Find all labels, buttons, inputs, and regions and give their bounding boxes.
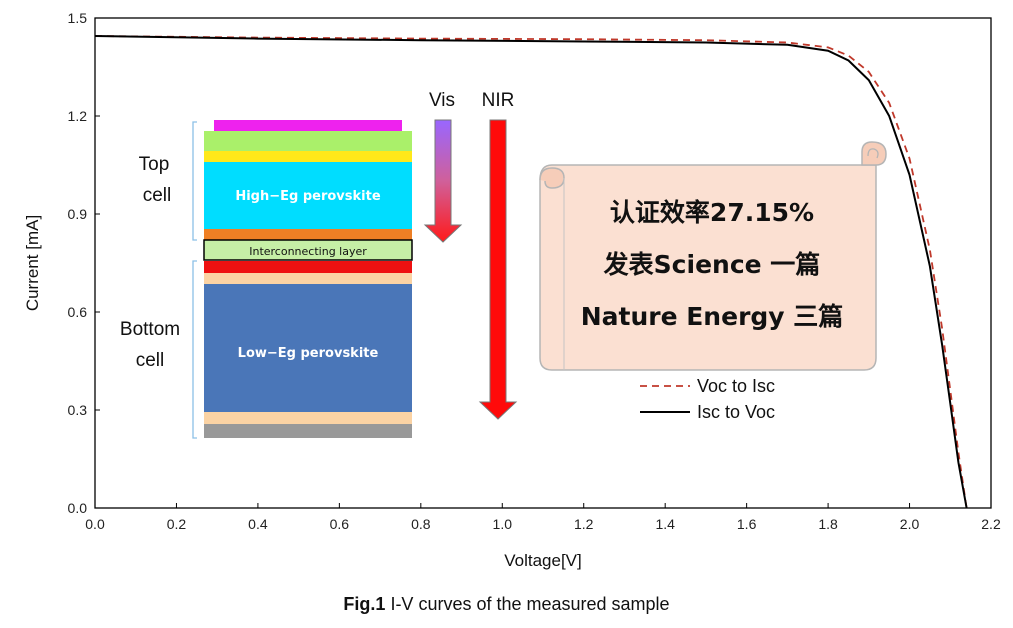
layer-low-eg <box>204 284 412 412</box>
caption-text: I-V curves of the measured sample <box>385 594 670 614</box>
layer-high-eg <box>204 162 412 229</box>
y-axis-ticks: 0.0 0.3 0.6 0.9 1.2 1.5 <box>68 10 100 516</box>
layer-top-contact <box>214 120 402 131</box>
scroll-body <box>539 164 877 371</box>
x-axis-ticks: 0.0 0.2 0.4 0.6 0.8 1.0 1.2 1.4 1.6 1.8 2.0 2.2 <box>85 503 1001 532</box>
y-tick-label: 0.6 <box>68 304 88 320</box>
figure-caption: Fig.1 I-V curves of the measured sample <box>0 594 1013 615</box>
high-eg-label: High−Eg perovskite <box>235 189 380 204</box>
scroll-line-2: 发表Science 一篇 <box>603 250 821 279</box>
y-axis-label: Current [mA] <box>23 215 42 311</box>
x-tick-label: 1.6 <box>737 516 757 532</box>
nir-label: NIR <box>482 90 515 111</box>
y-tick-label: 0.3 <box>68 402 88 418</box>
caption-fig-label: Fig.1 <box>343 594 386 614</box>
series-line-isc-to-voc <box>94 35 968 509</box>
y-tick-label: 1.2 <box>68 108 88 124</box>
x-axis-label: Voltage[V] <box>504 551 582 570</box>
x-tick-label: 1.8 <box>818 516 838 532</box>
x-tick-label: 0.4 <box>248 516 268 532</box>
legend: Voc to Isc Isc to Voc <box>640 376 775 422</box>
layer-bottom-contact <box>204 424 412 438</box>
low-eg-label: Low−Eg perovskite <box>238 346 379 361</box>
legend-label-voc-to-isc: Voc to Isc <box>697 376 775 396</box>
y-tick-label: 1.5 <box>68 10 88 26</box>
bottom-cell-label-1: Bottom <box>120 319 180 340</box>
layer-orange <box>204 229 412 240</box>
scroll-banner: 认证效率27.15% 发表Science 一篇 Nature Energy 三篇 <box>539 141 887 371</box>
vis-label: Vis <box>429 90 455 111</box>
scroll-line-3: Nature Energy 三篇 <box>581 302 844 331</box>
bottom-cell-label-2: cell <box>136 350 165 371</box>
x-tick-label: 2.0 <box>900 516 920 532</box>
plot-frame <box>94 17 992 509</box>
vis-arrow <box>423 119 463 243</box>
x-tick-label: 1.2 <box>574 516 594 532</box>
series-line-voc-to-isc <box>94 35 968 509</box>
x-tick-label: 2.2 <box>981 516 1001 532</box>
x-tick-label: 0.8 <box>411 516 431 532</box>
layer-peach-2 <box>204 412 412 424</box>
interconnect-label: Interconnecting layer <box>249 245 367 258</box>
top-cell-bracket <box>192 121 197 241</box>
x-tick-label: 1.4 <box>655 516 675 532</box>
layer-yellow <box>204 151 412 163</box>
legend-label-isc-to-voc: Isc to Voc <box>697 402 775 422</box>
x-tick-label: 0.6 <box>330 516 350 532</box>
y-tick-label: 0.0 <box>68 500 88 516</box>
nir-arrow <box>478 119 518 420</box>
tandem-cell-diagram: High−Eg perovskite Interconnecting layer… <box>120 90 518 439</box>
y-tick-label: 0.9 <box>68 206 88 222</box>
bottom-cell-bracket <box>192 260 197 439</box>
top-cell-label-1: Top <box>139 154 170 175</box>
x-tick-label: 0.2 <box>167 516 187 532</box>
layer-interconnect <box>203 239 413 261</box>
scroll-curl-top <box>861 141 887 166</box>
x-tick-label: 0.0 <box>85 516 105 532</box>
x-tick-label: 1.0 <box>493 516 513 532</box>
top-cell-label-2: cell <box>143 185 172 206</box>
scroll-line-1: 认证效率27.15% <box>610 198 814 227</box>
scroll-curl-top-inner <box>867 148 879 159</box>
layer-red <box>204 261 412 273</box>
layer-peach-1 <box>204 273 412 284</box>
layer-green <box>204 131 412 152</box>
